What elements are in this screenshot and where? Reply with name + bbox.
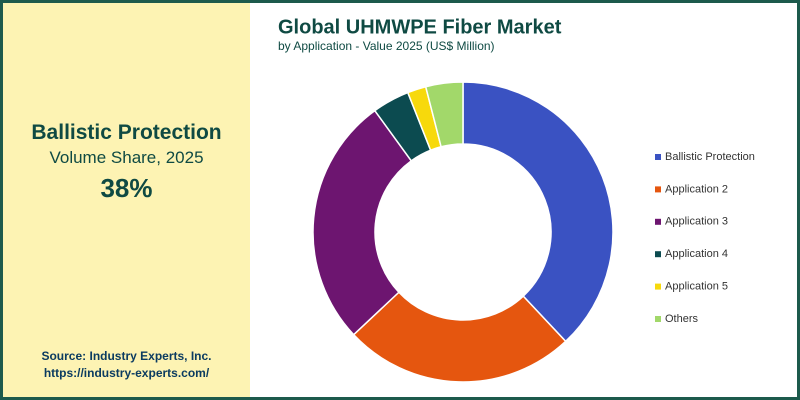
highlight: 38% — [100, 173, 153, 203]
legend-label: Application 2 — [665, 183, 728, 195]
chart-title: Global UHMWPE Fiber Market — [278, 16, 562, 38]
legend-swatch — [655, 218, 661, 225]
legend-label: Ballistic Protection — [665, 151, 755, 163]
legend-label: Application 3 — [665, 216, 728, 228]
legend-label: Application 5 — [665, 281, 728, 293]
legend-swatch — [655, 251, 661, 258]
chart: Global UHMWPE Fiber Market by Applicatio… — [278, 16, 755, 383]
subheading: Volume Share, 2025 — [49, 148, 204, 167]
legend-swatch — [655, 154, 661, 160]
slice — [312, 109, 413, 336]
slice — [462, 81, 614, 343]
legend-label: Application 4 — [665, 248, 728, 260]
legend-swatch — [655, 316, 661, 322]
legend-swatch — [655, 186, 661, 193]
slice — [352, 291, 567, 383]
legend-label: Others — [665, 313, 699, 325]
url: https://industry-experts.com/ — [43, 366, 210, 380]
source: Source: Industry Experts, Inc. — [41, 349, 212, 363]
slice — [424, 81, 464, 148]
chart-subtitle: by Application - Value 2025 (US$ Million… — [278, 39, 495, 53]
legend-swatch — [655, 283, 661, 290]
heading: Ballistic Protection — [31, 121, 222, 144]
side-panel: Ballistic Protection Volume Share, 2025 … — [3, 3, 250, 397]
